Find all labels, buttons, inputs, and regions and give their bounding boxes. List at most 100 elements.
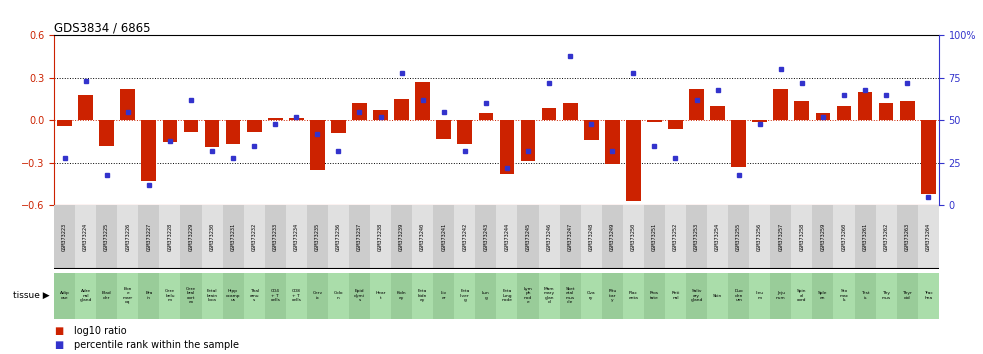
Text: GSM373264: GSM373264	[926, 223, 931, 251]
Text: GSM373257: GSM373257	[779, 223, 783, 251]
Text: log10 ratio: log10 ratio	[74, 326, 127, 336]
Bar	[79, 95, 93, 120]
Bar	[434, 205, 454, 269]
Bar	[457, 120, 472, 144]
Bar	[647, 120, 662, 122]
Text: GSM373252: GSM373252	[673, 223, 678, 251]
Bar	[707, 273, 728, 319]
Text: GSM373243: GSM373243	[484, 223, 489, 251]
Bar	[749, 273, 771, 319]
Text: GSM373263: GSM373263	[904, 223, 909, 251]
Bar	[226, 120, 241, 144]
Bar	[142, 120, 156, 181]
Bar	[689, 89, 704, 120]
Bar	[918, 205, 939, 269]
Text: Bra
in: Bra in	[145, 291, 152, 300]
Text: Lym
ph
nod
e: Lym ph nod e	[524, 287, 533, 304]
Text: Feta
kidn
ey: Feta kidn ey	[418, 289, 428, 302]
Text: CD8
+ T
cells: CD8 + T cells	[291, 289, 301, 302]
Bar	[454, 205, 476, 269]
Bar	[328, 205, 349, 269]
Bar	[710, 106, 724, 120]
Bar	[876, 273, 896, 319]
Text: Epid
dymi
s: Epid dymi s	[354, 289, 365, 302]
Text: Cere
belu
m: Cere belu m	[165, 289, 175, 302]
Text: Test
is: Test is	[861, 291, 869, 300]
Bar	[794, 101, 809, 120]
Bar	[289, 118, 304, 120]
Bar	[562, 103, 577, 120]
Bar	[834, 205, 854, 269]
Bar	[54, 205, 75, 269]
Text: GSM373248: GSM373248	[589, 223, 594, 251]
Bar	[247, 120, 261, 132]
Text: GSM373228: GSM373228	[167, 223, 172, 251]
Bar	[307, 273, 328, 319]
Bar	[834, 273, 854, 319]
Text: GSM373227: GSM373227	[146, 223, 151, 251]
Text: Ova
ry: Ova ry	[587, 291, 596, 300]
Text: Cere
bral
cort
ex: Cere bral cort ex	[186, 287, 196, 304]
Text: GSM373245: GSM373245	[526, 223, 531, 251]
Text: Cerv
ix: Cerv ix	[313, 291, 322, 300]
Bar	[181, 205, 202, 269]
Bar	[264, 273, 286, 319]
Bar	[896, 205, 918, 269]
Bar	[244, 273, 264, 319]
Text: GSM373223: GSM373223	[62, 223, 67, 251]
Bar	[623, 205, 644, 269]
Text: Sple
en: Sple en	[818, 291, 828, 300]
Bar	[539, 205, 559, 269]
Text: GSM373254: GSM373254	[715, 223, 721, 251]
Text: Adip
ose: Adip ose	[60, 291, 70, 300]
Bar	[602, 205, 623, 269]
Text: tissue ▶: tissue ▶	[13, 291, 49, 300]
Text: GSM373247: GSM373247	[567, 223, 573, 251]
Text: Kidn
ey: Kidn ey	[397, 291, 406, 300]
Bar	[644, 205, 665, 269]
Bar	[517, 205, 539, 269]
Bar	[394, 99, 409, 120]
Bar	[496, 273, 517, 319]
Bar	[286, 205, 307, 269]
Bar	[96, 273, 117, 319]
Bar	[181, 273, 202, 319]
Bar	[539, 273, 559, 319]
Bar	[686, 205, 707, 269]
Text: GSM373262: GSM373262	[884, 223, 889, 251]
Text: Spin
al
cord: Spin al cord	[797, 289, 807, 302]
Text: Ileu
m: Ileu m	[756, 291, 764, 300]
Bar	[559, 205, 581, 269]
Text: CD4
+ T
cells: CD4 + T cells	[270, 289, 280, 302]
Bar	[517, 273, 539, 319]
Bar	[665, 205, 686, 269]
Bar	[57, 120, 72, 126]
Bar	[391, 273, 412, 319]
Bar	[499, 120, 514, 174]
Text: GDS3834 / 6865: GDS3834 / 6865	[54, 21, 150, 34]
Text: GSM373261: GSM373261	[862, 223, 868, 251]
Bar	[415, 82, 431, 120]
Bar	[139, 205, 159, 269]
Text: GSM373237: GSM373237	[357, 223, 362, 251]
Text: GSM373230: GSM373230	[209, 223, 214, 251]
Text: Sto
mac
ls: Sto mac ls	[839, 289, 848, 302]
Bar	[117, 205, 139, 269]
Bar	[496, 205, 517, 269]
Text: Hipp
ocamp
us: Hipp ocamp us	[226, 289, 241, 302]
Text: percentile rank within the sample: percentile rank within the sample	[74, 340, 239, 350]
Text: Reti
nal: Reti nal	[671, 291, 679, 300]
Bar	[542, 108, 556, 120]
Bar	[581, 273, 602, 319]
Bar	[99, 120, 114, 146]
Bar	[559, 273, 581, 319]
Bar	[267, 118, 283, 120]
Text: GSM373250: GSM373250	[631, 223, 636, 251]
Bar	[436, 120, 451, 139]
Bar	[202, 205, 222, 269]
Bar	[454, 273, 476, 319]
Bar	[479, 113, 493, 120]
Bar	[644, 273, 665, 319]
Bar	[521, 120, 536, 161]
Bar	[731, 120, 746, 167]
